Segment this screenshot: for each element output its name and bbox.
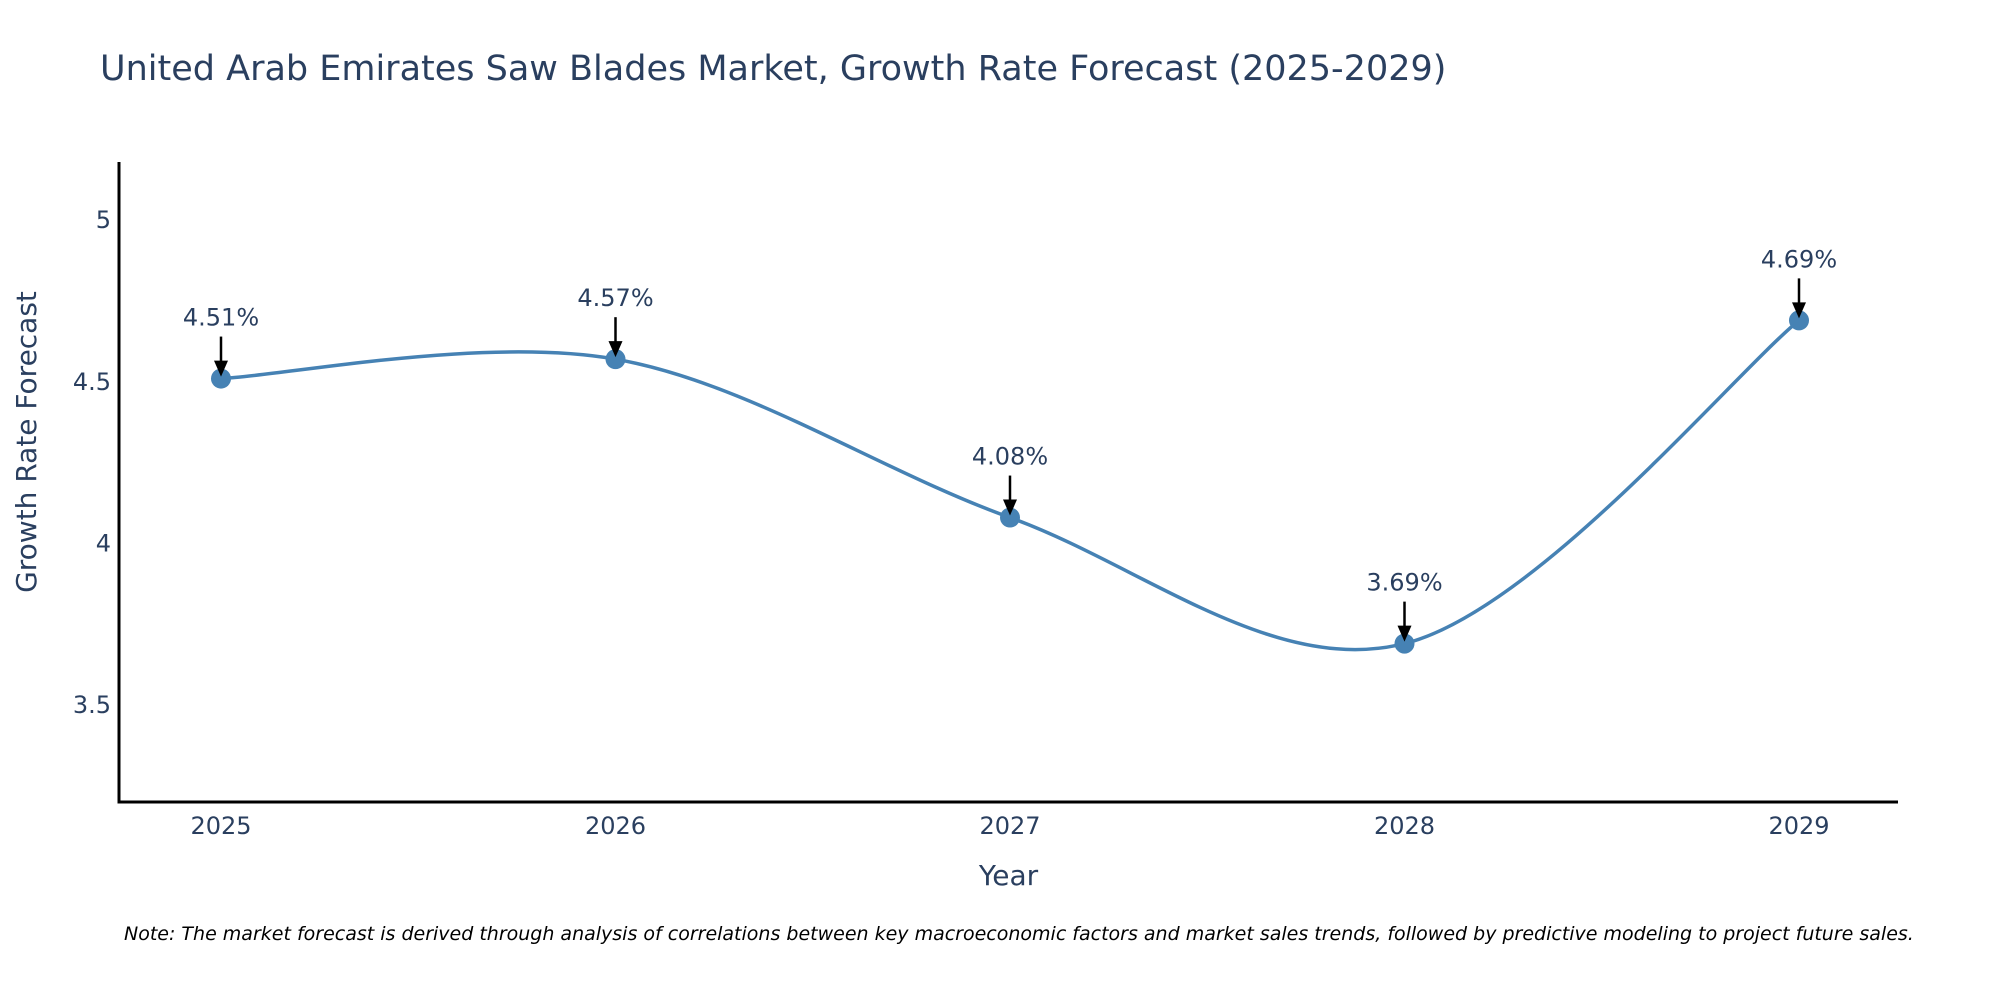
data-label: 3.69% xyxy=(1366,569,1442,597)
x-tick-label: 2025 xyxy=(190,812,251,840)
x-tick-label: 2028 xyxy=(1374,812,1435,840)
y-tick-label: 4.5 xyxy=(73,368,111,396)
chart-title: United Arab Emirates Saw Blades Market, … xyxy=(100,49,1446,89)
data-point-2028 xyxy=(1394,633,1415,654)
annotation-arrow-head xyxy=(214,360,228,377)
x-tick-label: 2026 xyxy=(585,812,646,840)
y-axis-title: Growth Rate Forecast xyxy=(10,291,43,593)
data-markers xyxy=(211,310,1809,654)
annotation-arrow-head xyxy=(608,341,623,358)
data-point-2025 xyxy=(211,368,231,389)
data-label: 4.69% xyxy=(1761,245,1837,273)
data-annotations: 4.51% 4.57% 4.08% 3.69% 4.69% xyxy=(183,245,1837,642)
annotation-arrow-head xyxy=(1003,499,1017,516)
y-tick-label: 3.5 xyxy=(73,691,111,719)
y-axis-ticks: 3.5 4 4.5 5 xyxy=(73,206,111,719)
data-label: 4.51% xyxy=(183,304,259,332)
data-label: 4.57% xyxy=(577,284,653,312)
x-axis-title: Year xyxy=(978,859,1039,892)
annotation-arrow-head xyxy=(1397,625,1412,642)
annotation-arrow-head xyxy=(1792,302,1806,319)
x-axis-ticks: 2025 2026 2027 2028 2029 xyxy=(190,812,1829,840)
x-tick-label: 2029 xyxy=(1768,812,1829,840)
x-tick-label: 2027 xyxy=(979,812,1040,840)
data-point-2026 xyxy=(605,349,626,370)
y-tick-label: 4 xyxy=(96,529,111,557)
data-point-2029 xyxy=(1789,310,1809,331)
data-label: 4.08% xyxy=(972,443,1048,471)
footnote: Note: The market forecast is derived thr… xyxy=(124,923,1914,945)
y-tick-label: 5 xyxy=(96,206,111,234)
data-point-2027 xyxy=(1000,507,1020,528)
